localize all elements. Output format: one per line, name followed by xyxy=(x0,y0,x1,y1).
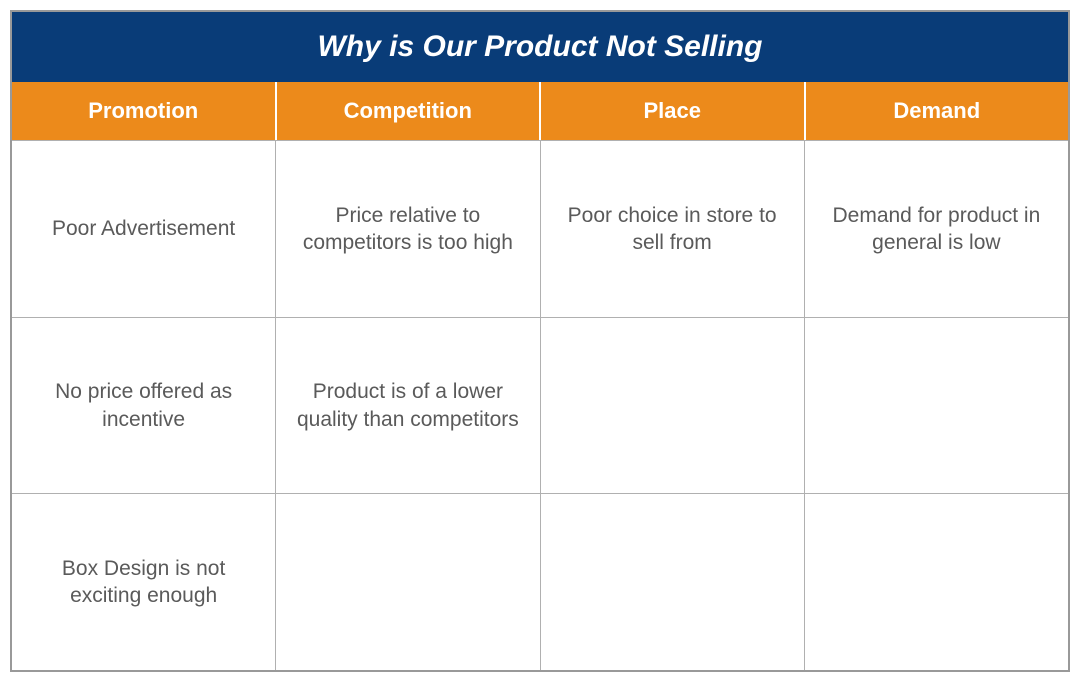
table-row: No price offered as incentive Product is… xyxy=(12,317,1068,494)
table-cell: Poor choice in store to sell from xyxy=(541,141,805,317)
table-cell xyxy=(541,494,805,670)
table-cell xyxy=(805,318,1068,494)
table-cell xyxy=(276,494,540,670)
table-cell: Poor Advertisement xyxy=(12,141,276,317)
header-demand: Demand xyxy=(806,82,1069,140)
header-place: Place xyxy=(541,82,806,140)
table-cell xyxy=(805,494,1068,670)
header-row: Promotion Competition Place Demand xyxy=(12,82,1068,140)
table-cell: Demand for product in general is low xyxy=(805,141,1068,317)
table-cell: Box Design is not exciting enough xyxy=(12,494,276,670)
header-competition: Competition xyxy=(277,82,542,140)
body-rows: Poor Advertisement Price relative to com… xyxy=(12,140,1068,670)
table-cell: Product is of a lower quality than compe… xyxy=(276,318,540,494)
table-row: Box Design is not exciting enough xyxy=(12,493,1068,670)
table-cell xyxy=(541,318,805,494)
table-cell: No price offered as incentive xyxy=(12,318,276,494)
diagram-container: Why is Our Product Not Selling Promotion… xyxy=(10,10,1070,672)
header-promotion: Promotion xyxy=(12,82,277,140)
table-cell: Price relative to competitors is too hig… xyxy=(276,141,540,317)
table-row: Poor Advertisement Price relative to com… xyxy=(12,140,1068,317)
diagram-title: Why is Our Product Not Selling xyxy=(12,12,1068,82)
